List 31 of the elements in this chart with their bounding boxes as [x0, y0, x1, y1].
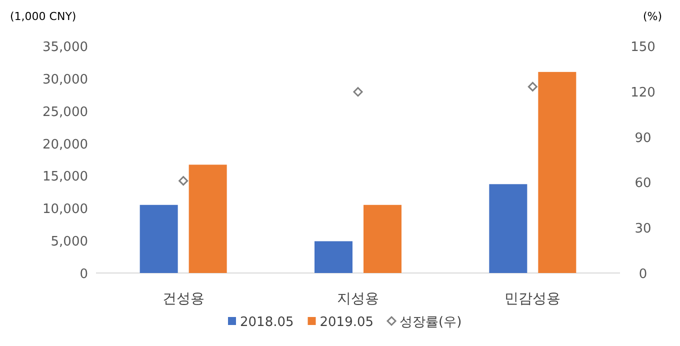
y-axis-title: (1,000 CNY) [10, 10, 76, 23]
legend-label: 2018.05 [240, 315, 294, 330]
point [178, 176, 188, 186]
y-tick-label: 10,000 [42, 202, 88, 218]
bar [538, 72, 576, 273]
y-tick-label: 15,000 [42, 170, 88, 185]
y2-axis-title: (%) [642, 10, 662, 23]
y2-tick-label: 0 [638, 267, 648, 282]
legend-label: 성장률(우) [400, 315, 462, 330]
x-tick-label: 지성용 [337, 291, 379, 307]
point [353, 87, 363, 97]
bar [489, 184, 528, 273]
bar [364, 204, 402, 273]
y2-tick-label: 90 [634, 130, 652, 146]
x-tick-label: 건성용 [162, 291, 204, 307]
y2-tick-label: 150 [630, 40, 656, 55]
y-tick-label: 25,000 [42, 104, 88, 120]
y2-tick-label: 30 [634, 222, 652, 237]
y-tick-label: 35,000 [42, 40, 88, 55]
bar [314, 241, 352, 273]
y-tick-label: 20,000 [42, 137, 88, 152]
bar [188, 164, 227, 273]
y-tick-label: 5,000 [50, 234, 88, 250]
y-tick-label: 30,000 [42, 72, 88, 88]
y2-tick-label: 60 [634, 176, 652, 192]
legend-label: 2019.05 [320, 315, 374, 330]
x-tick-label: 민감성용 [504, 291, 561, 307]
y-tick-label: 0 [80, 267, 88, 282]
y2-tick-label: 120 [630, 85, 656, 100]
bar [140, 204, 178, 273]
point [528, 82, 538, 92]
